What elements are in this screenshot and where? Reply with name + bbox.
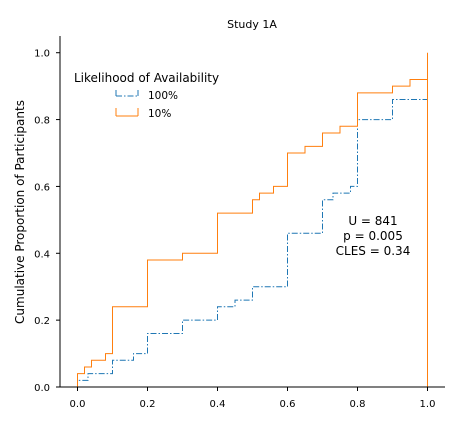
stats-annotation: U = 841 p = 0.005 CLES = 0.34 xyxy=(336,214,411,258)
y-tick-label: 0.8 xyxy=(34,116,50,127)
series-line-10 xyxy=(77,52,428,387)
stats-u-value: U = 841 xyxy=(348,214,397,228)
x-ticks: 0.0 0.2 0.4 0.6 0.8 1.0 xyxy=(70,387,436,410)
y-axis-label: Cumulative Proportion of Participants xyxy=(13,100,27,324)
legend: Likelihood of Availability 100% 10% xyxy=(74,71,219,120)
x-tick-label: 0.8 xyxy=(350,399,366,410)
y-tick-label: 0.2 xyxy=(34,316,50,327)
legend-label-10: 10% xyxy=(148,108,171,120)
chart-title: Study 1A xyxy=(227,18,277,31)
series-line-100 xyxy=(77,79,428,387)
stats-p-value: p = 0.005 xyxy=(343,229,403,243)
y-tick-label: 0.4 xyxy=(34,249,50,260)
legend-label-100: 100% xyxy=(148,90,178,102)
y-tick-label: 0.6 xyxy=(34,182,50,193)
x-tick-label: 0.0 xyxy=(70,399,86,410)
x-tick-label: 0.6 xyxy=(280,399,296,410)
y-tick-label: 1.0 xyxy=(34,49,50,60)
y-tick-label: 0.0 xyxy=(34,383,50,394)
y-ticks: 0.0 0.2 0.4 0.6 0.8 1.0 xyxy=(34,49,60,394)
x-tick-label: 1.0 xyxy=(420,399,436,410)
x-tick-label: 0.4 xyxy=(210,399,226,410)
plot-series xyxy=(77,52,428,387)
x-tick-label: 0.2 xyxy=(140,399,156,410)
stats-cles-value: CLES = 0.34 xyxy=(336,244,411,258)
legend-title: Likelihood of Availability xyxy=(74,71,219,85)
